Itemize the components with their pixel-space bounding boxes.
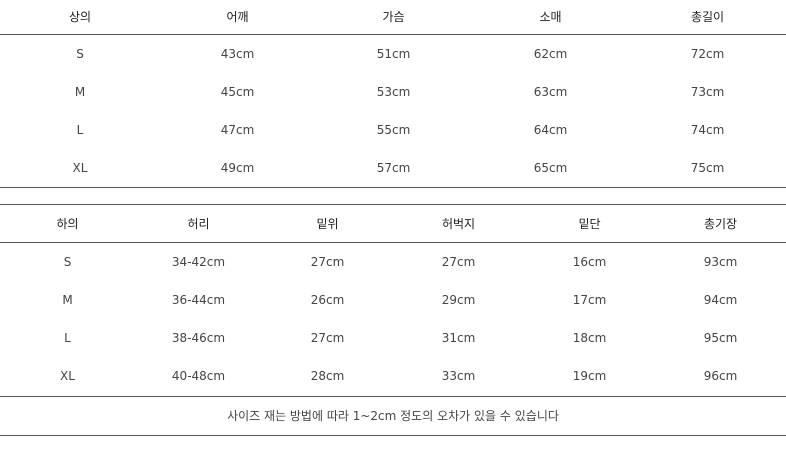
value-cell: 27cm (310, 330, 345, 345)
table-row: L 47cm 55cm 64cm 74cm (0, 111, 786, 149)
size-cell: XL (60, 368, 75, 383)
table-row: XL 49cm 57cm 65cm 75cm (0, 149, 786, 187)
size-note: 사이즈 재는 방법에 따라 1~2cm 정도의 오차가 있을 수 있습니다 (0, 396, 786, 436)
value-cell: 51cm (376, 46, 411, 61)
value-cell: 55cm (376, 123, 411, 137)
size-cell: XL (72, 160, 88, 175)
table-row: M 36-44cm 26cm 29cm 17cm 94cm (0, 281, 786, 319)
table-row: XL 40-48cm 28cm 33cm 19cm 96cm (0, 357, 786, 395)
value-cell: 27cm (310, 254, 345, 269)
value-cell: 49cm (220, 160, 255, 175)
value-cell: 96cm (703, 368, 738, 383)
bottom-header-cell: 총기장 (655, 204, 786, 243)
value-cell: 26cm (310, 292, 345, 307)
value-cell: 93cm (703, 254, 738, 269)
table-row: M 45cm 53cm 63cm 73cm (0, 73, 786, 111)
size-cell: S (63, 254, 72, 269)
table-row: S 34-42cm 27cm 27cm 16cm 93cm (0, 243, 786, 281)
value-cell: 27cm (441, 254, 476, 269)
top-size-table: 상의 어깨 가슴 소매 총길이 S 43cm 51cm 62cm 72cm M … (0, 0, 786, 188)
size-cell: L (64, 330, 71, 345)
value-cell: 63cm (533, 85, 568, 99)
value-cell: 72cm (690, 46, 725, 61)
bottom-header-row: 하의 허리 밑위 허벅지 밑단 총기장 (0, 204, 786, 243)
top-header-cell: 가슴 (315, 0, 472, 35)
value-cell: 64cm (533, 123, 568, 137)
value-cell: 65cm (533, 160, 568, 175)
value-cell: 18cm (572, 330, 607, 345)
table-row: L 38-46cm 27cm 31cm 18cm 95cm (0, 319, 786, 357)
value-cell: 73cm (690, 85, 725, 99)
table-row: S 43cm 51cm 62cm 72cm (0, 34, 786, 73)
size-cell: S (76, 46, 84, 61)
value-cell: 47cm (220, 123, 255, 137)
value-cell: 53cm (376, 85, 411, 99)
top-header-cell: 총길이 (629, 0, 786, 35)
value-cell: 16cm (572, 254, 607, 269)
value-cell: 31cm (441, 330, 476, 345)
bottom-size-table: 하의 허리 밑위 허벅지 밑단 총기장 S 34-42cm 27cm 27cm … (0, 204, 786, 395)
value-cell: 34-42cm (171, 254, 226, 269)
value-cell: 36-44cm (171, 292, 226, 307)
value-cell: 62cm (533, 46, 568, 61)
value-cell: 75cm (690, 160, 725, 175)
value-cell: 57cm (376, 160, 411, 175)
value-cell: 94cm (703, 292, 738, 307)
value-cell: 38-46cm (171, 330, 226, 345)
value-cell: 40-48cm (171, 368, 226, 383)
top-header-cell: 소매 (472, 0, 629, 35)
value-cell: 19cm (572, 368, 607, 383)
size-cell: M (74, 85, 86, 99)
bottom-header-cell: 하의 (0, 204, 135, 243)
value-cell: 95cm (703, 330, 738, 345)
top-header-row: 상의 어깨 가슴 소매 총길이 (0, 0, 786, 35)
value-cell: 29cm (441, 292, 476, 307)
bottom-header-cell: 허리 (135, 204, 262, 243)
value-cell: 17cm (572, 292, 607, 307)
top-header-cell: 상의 (0, 0, 160, 35)
value-cell: 45cm (220, 85, 255, 99)
value-cell: 33cm (441, 368, 476, 383)
value-cell: 74cm (690, 123, 725, 137)
bottom-header-cell: 허벅지 (393, 204, 524, 243)
value-cell: 43cm (220, 46, 255, 61)
value-cell: 28cm (310, 368, 345, 383)
size-cell: M (62, 292, 73, 307)
size-cell: L (76, 123, 84, 137)
bottom-header-cell: 밑위 (262, 204, 393, 243)
top-header-cell: 어깨 (160, 0, 315, 35)
bottom-header-cell: 밑단 (524, 204, 655, 243)
